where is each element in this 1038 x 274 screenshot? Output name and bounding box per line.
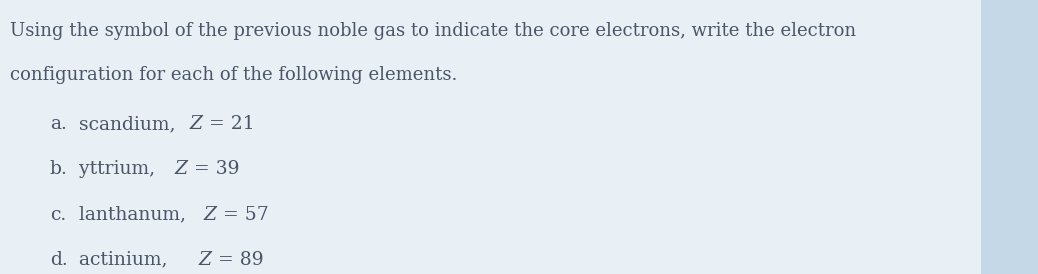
Text: Z: Z: [174, 160, 188, 178]
Text: Z: Z: [190, 115, 203, 133]
Text: Z: Z: [198, 251, 212, 269]
Text: a.: a.: [50, 115, 66, 133]
Text: b.: b.: [50, 160, 67, 178]
Text: d.: d.: [50, 251, 67, 269]
Text: Z: Z: [203, 206, 217, 224]
Text: actinium,: actinium,: [73, 251, 173, 269]
Text: lanthanum,: lanthanum,: [73, 206, 192, 224]
Text: scandium,: scandium,: [73, 115, 182, 133]
Text: configuration for each of the following elements.: configuration for each of the following …: [10, 66, 458, 84]
Text: = 21: = 21: [203, 115, 255, 133]
Text: c.: c.: [50, 206, 66, 224]
Text: = 89: = 89: [212, 251, 264, 269]
Text: Using the symbol of the previous noble gas to indicate the core electrons, write: Using the symbol of the previous noble g…: [10, 22, 856, 40]
Text: yttrium,: yttrium,: [73, 160, 161, 178]
Text: = 57: = 57: [217, 206, 269, 224]
Text: = 39: = 39: [188, 160, 240, 178]
